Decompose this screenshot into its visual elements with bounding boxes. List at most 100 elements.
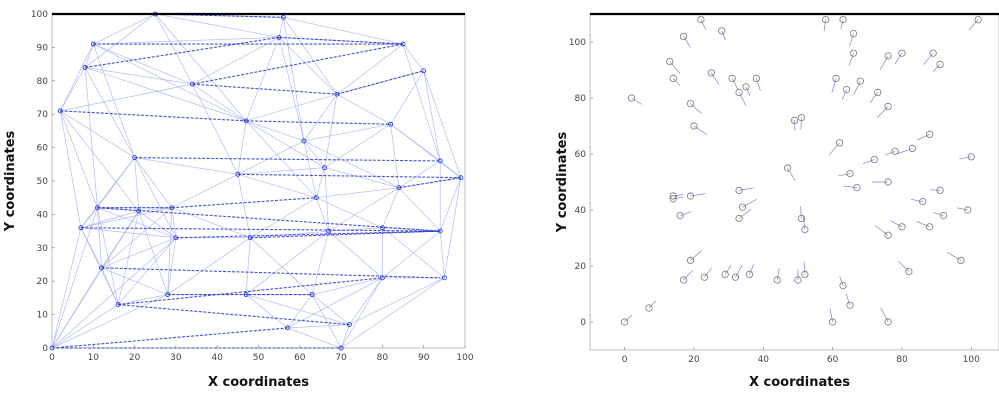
right-xtick-label: 80 — [896, 355, 908, 365]
left-xtick-label: 60 — [294, 353, 306, 363]
mesh-edge — [84, 43, 94, 68]
point-trail — [776, 268, 780, 281]
left-xtick-label: 40 — [211, 353, 223, 363]
mesh-edge — [59, 67, 86, 112]
left-xtick-label: 90 — [418, 353, 430, 363]
node-marker — [309, 292, 315, 297]
mesh-edge — [402, 43, 424, 71]
point-trail — [800, 117, 802, 130]
mesh-edge — [154, 13, 247, 122]
mesh-edge — [324, 167, 400, 189]
route-edge — [118, 304, 350, 326]
point-trail — [690, 193, 706, 197]
point-trail — [738, 209, 752, 219]
mesh-edge — [167, 237, 251, 295]
route-edge — [279, 36, 404, 45]
point-marker — [783, 164, 792, 172]
point-marker — [679, 32, 688, 41]
point-marker — [822, 15, 830, 24]
point-trail — [897, 148, 913, 155]
left-ytick-label: 0 — [42, 344, 48, 354]
mesh-edge — [134, 157, 140, 212]
mesh-edge — [340, 324, 350, 349]
mesh-edge — [59, 110, 98, 208]
left-x-axis-label: X coordinates — [208, 375, 309, 390]
point-trail — [916, 221, 930, 228]
point-marker — [898, 223, 906, 231]
point-marker — [905, 267, 913, 276]
route-edge — [250, 230, 441, 239]
point-trail — [874, 225, 889, 236]
point-trail — [884, 150, 896, 156]
left-xtick-label: 80 — [377, 353, 389, 363]
point-marker — [898, 49, 906, 57]
point-trail — [862, 159, 875, 165]
route-edge — [134, 157, 441, 162]
node-marker — [169, 205, 175, 211]
node-marker — [458, 175, 464, 181]
node-marker — [322, 165, 327, 171]
mesh-edge — [303, 123, 391, 142]
mesh-edge — [439, 177, 462, 232]
mesh-edge — [250, 237, 313, 295]
mesh-edge — [278, 37, 338, 95]
route-edge — [336, 70, 424, 95]
point-marker — [686, 192, 695, 200]
point-marker — [676, 212, 684, 220]
point-trail — [880, 307, 889, 323]
point-marker — [929, 49, 937, 57]
left-panel-chart: 0 10 20 30 40 50 60 70 80 90 100 0 10 20 30 40 50 60 70 80 9… — [3, 10, 474, 390]
point-marker — [742, 83, 750, 91]
point-trail — [932, 64, 941, 72]
mesh-edge — [250, 197, 317, 239]
left-tick-labels: 0 10 20 30 40 50 60 70 80 90 100 0 10 20 30 40 50 60 70 80 9… — [31, 10, 474, 363]
route-edge — [192, 43, 404, 85]
point-marker — [853, 184, 861, 192]
point-trail — [735, 264, 743, 278]
node-marker — [235, 171, 241, 177]
mesh-edge — [278, 37, 305, 142]
mesh-edge — [287, 277, 383, 329]
mesh-edge — [382, 187, 400, 228]
mesh-edge — [303, 140, 325, 168]
point-marker — [718, 27, 726, 35]
left-ytick-label: 70 — [37, 110, 49, 120]
mesh-edge — [340, 277, 445, 349]
point-trail — [624, 314, 632, 323]
point-trail — [848, 53, 854, 66]
mesh-edge — [316, 197, 383, 229]
point-marker — [967, 153, 975, 161]
point-marker — [884, 102, 892, 111]
point-trail — [849, 33, 854, 47]
point-marker — [679, 276, 688, 284]
route-edge — [192, 83, 338, 95]
point-marker — [919, 198, 927, 206]
point-marker — [974, 15, 982, 24]
point-trail — [828, 142, 840, 156]
point-marker — [829, 318, 837, 326]
mesh-edge — [237, 167, 325, 175]
right-ytick-label: 80 — [575, 94, 587, 104]
point-trail — [823, 19, 827, 32]
node-marker — [243, 292, 249, 297]
mesh-edge — [311, 294, 350, 325]
left-xtick-label: 0 — [49, 353, 55, 363]
mesh-edge — [93, 37, 280, 45]
right-ytick-label: 40 — [575, 206, 587, 216]
mesh-edge — [138, 210, 177, 239]
point-trail — [890, 220, 903, 228]
right-ytick-label: 0 — [580, 318, 586, 328]
point-trail — [956, 207, 968, 211]
route-edge — [84, 36, 280, 68]
node-marker — [173, 235, 179, 241]
node-marker — [326, 228, 332, 234]
route-edge — [97, 207, 441, 232]
mesh-edge — [324, 123, 391, 168]
mesh-edge — [336, 93, 391, 125]
mesh-edge — [101, 267, 168, 295]
mesh-edge — [97, 157, 135, 208]
point-marker — [957, 256, 965, 264]
point-marker — [686, 100, 695, 108]
mesh-edge — [51, 207, 98, 349]
